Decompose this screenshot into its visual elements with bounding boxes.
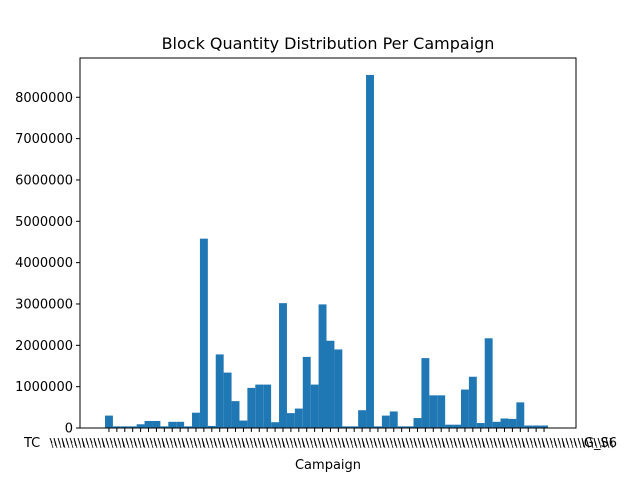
bar	[540, 425, 548, 428]
bar	[176, 421, 185, 428]
bar	[199, 238, 208, 428]
y-tick-label: 7000000	[15, 132, 73, 147]
bar	[239, 420, 248, 428]
y-tick-label: 1000000	[15, 380, 73, 395]
bar	[500, 418, 509, 428]
bar	[405, 426, 414, 428]
bar	[223, 372, 232, 428]
bar	[152, 420, 161, 428]
x-tick-labels-overlap	[49, 437, 614, 449]
bar	[460, 389, 469, 428]
bar	[508, 418, 517, 428]
bar	[207, 425, 216, 428]
bar	[437, 395, 446, 428]
bar	[381, 415, 390, 428]
bar	[524, 425, 533, 428]
bar	[247, 387, 256, 428]
bar	[112, 426, 121, 428]
plot-frame	[79, 57, 577, 429]
bar	[294, 408, 303, 428]
y-tick-label: 3000000	[15, 297, 73, 312]
bar	[105, 415, 113, 428]
bar	[192, 412, 200, 428]
bar	[476, 423, 485, 428]
x-tick-label-left: TC	[23, 436, 40, 451]
bar	[271, 422, 280, 428]
bar	[373, 426, 382, 428]
bar	[516, 402, 525, 428]
bar	[184, 426, 193, 428]
bar	[358, 410, 367, 428]
bar	[389, 411, 398, 428]
bar	[279, 303, 287, 428]
bar	[310, 384, 319, 428]
bar	[286, 413, 295, 428]
bar	[350, 426, 359, 428]
y-tick-label: 8000000	[15, 91, 73, 106]
y-tick-label: 0	[65, 422, 73, 437]
bar	[120, 426, 129, 428]
y-tick-label: 5000000	[15, 215, 73, 230]
bar	[532, 425, 541, 428]
bar	[342, 426, 351, 428]
bar	[445, 424, 454, 428]
bar	[334, 349, 343, 428]
bar	[231, 401, 240, 428]
y-tick-label: 6000000	[15, 173, 73, 188]
x-axis-label: Campaign	[295, 458, 361, 473]
bar	[397, 426, 406, 428]
bar	[168, 421, 177, 428]
bars-group	[105, 74, 548, 428]
bar	[468, 376, 477, 428]
chart-title: Block Quantity Distribution Per Campaign	[162, 34, 495, 53]
bar	[302, 356, 311, 428]
y-tick-label: 2000000	[15, 339, 73, 354]
bar	[421, 358, 430, 428]
bar	[255, 384, 264, 428]
x-tick-label-right: G_S6	[584, 436, 617, 451]
bar	[484, 338, 493, 428]
bar	[263, 384, 272, 428]
bar	[160, 426, 169, 428]
y-tick-label: 4000000	[15, 256, 73, 271]
x-axis: TC G_S6	[23, 428, 617, 451]
bar	[215, 354, 224, 428]
bar	[144, 420, 153, 428]
bar	[318, 304, 327, 428]
bar	[326, 340, 335, 428]
bar	[366, 74, 374, 428]
bar	[492, 421, 501, 428]
bar	[413, 418, 422, 428]
bar	[453, 424, 461, 428]
bar	[429, 395, 438, 428]
bar	[136, 424, 145, 428]
bar	[128, 426, 137, 428]
y-axis: 0 1000000 2000000 3000000 4000000 5000000 6000…	[15, 91, 80, 437]
